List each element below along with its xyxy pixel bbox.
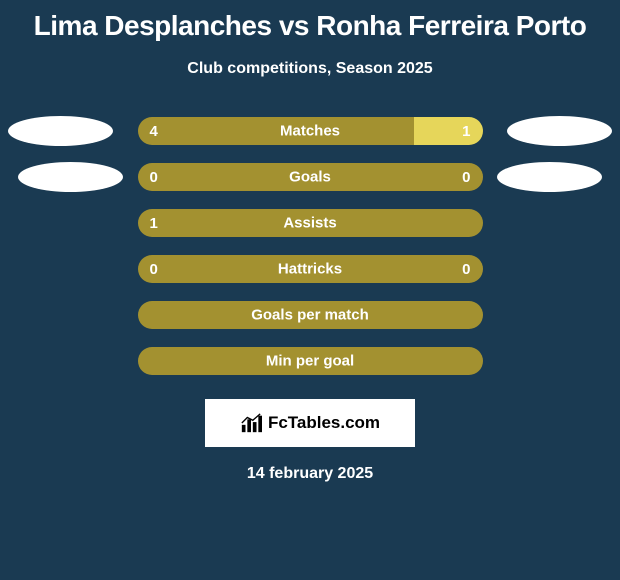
stats-area: 41Matches00Goals1Assists00HattricksGoals…: [0, 108, 620, 384]
stat-row: 00Goals: [0, 154, 620, 200]
page-subtitle: Club competitions, Season 2025: [0, 60, 620, 78]
stat-row: Goals per match: [0, 292, 620, 338]
stat-right-value: [471, 209, 483, 237]
stat-left-value: 0: [138, 163, 311, 191]
stat-right-value: 1: [414, 117, 483, 145]
stat-label: Goals: [289, 169, 331, 186]
stat-right-value: [471, 301, 483, 329]
stat-right-value: 0: [310, 163, 483, 191]
stat-row: 1Assists: [0, 200, 620, 246]
stat-label: Assists: [283, 215, 336, 232]
stat-bar: Goals per match: [138, 301, 483, 329]
footer-logo-text: FcTables.com: [268, 413, 380, 433]
stat-row: 41 Matches: [0, 108, 620, 154]
stat-bar: Min per goal: [138, 347, 483, 375]
stat-bar: 00Hattricks: [138, 255, 483, 283]
stat-bar: 41 Matches: [138, 117, 483, 145]
stats-rows: 41Matches00Goals1Assists00HattricksGoals…: [0, 108, 620, 384]
chart-icon: [240, 412, 262, 434]
stat-label: Hattricks: [278, 261, 342, 278]
comparison-container: Lima Desplanches vs Ronha Ferreira Porto…: [0, 0, 620, 580]
stat-label: Min per goal: [266, 353, 354, 370]
stat-bar: 1Assists: [138, 209, 483, 237]
stat-label: Matches: [280, 123, 340, 140]
footer-logo[interactable]: FcTables.com: [205, 399, 415, 447]
stat-row: 00Hattricks: [0, 246, 620, 292]
page-title: Lima Desplanches vs Ronha Ferreira Porto: [0, 10, 620, 42]
stat-label: Goals per match: [251, 307, 369, 324]
stat-right-value: [471, 347, 483, 375]
footer-date: 14 february 2025: [0, 465, 620, 483]
stat-bar: 00Goals: [138, 163, 483, 191]
stat-row: Min per goal: [0, 338, 620, 384]
stat-left-value: 4: [138, 117, 414, 145]
